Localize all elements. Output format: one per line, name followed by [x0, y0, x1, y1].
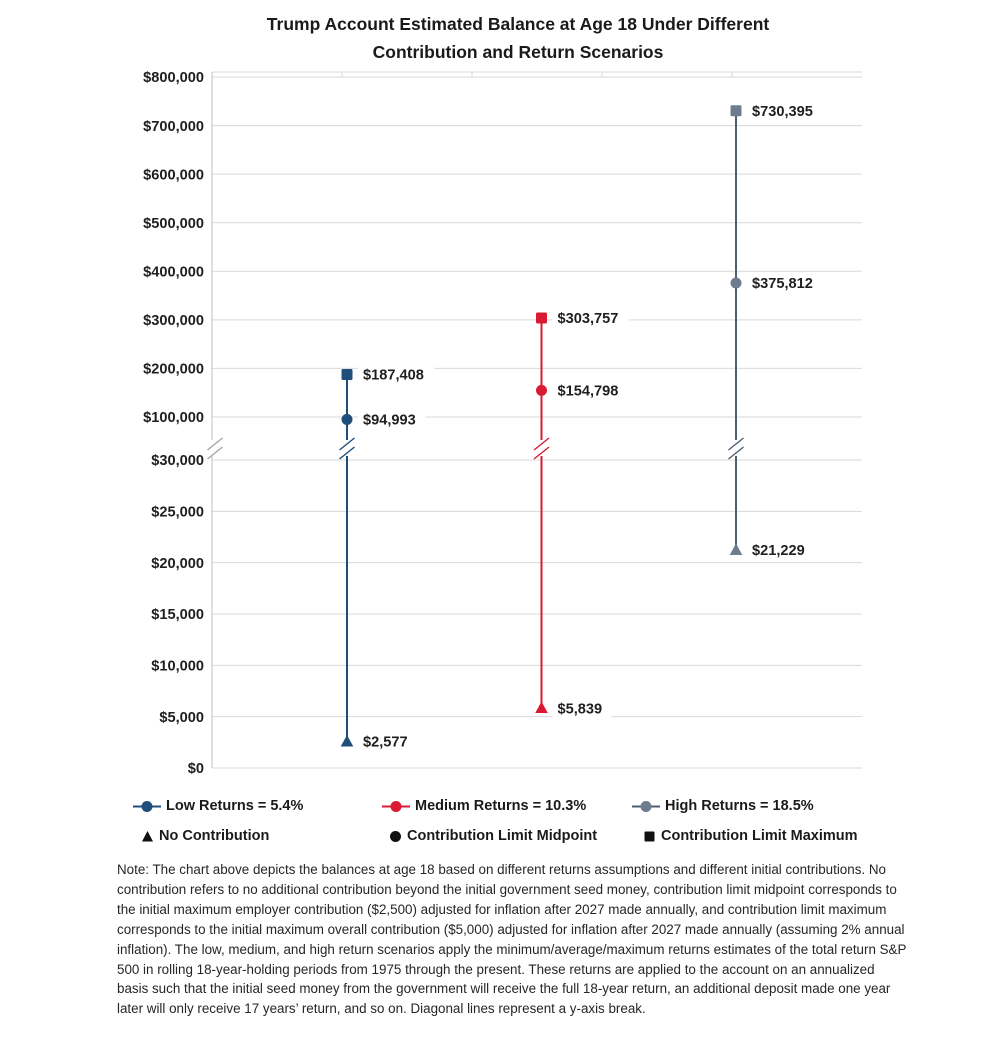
svg-text:$187,408: $187,408 — [363, 368, 424, 384]
legend-label: High Returns = 18.5% — [665, 798, 814, 814]
svg-text:$500,000: $500,000 — [143, 216, 204, 232]
legend-label: Medium Returns = 10.3% — [415, 798, 587, 814]
svg-text:$5,839: $5,839 — [558, 701, 603, 717]
legend-label: No Contribution — [159, 828, 270, 844]
legend-label: Low Returns = 5.4% — [166, 798, 304, 814]
circle-marker-icon — [390, 830, 401, 842]
svg-text:$303,757: $303,757 — [558, 311, 619, 327]
svg-text:$730,395: $730,395 — [752, 104, 813, 120]
line-circle-marker-icon — [133, 800, 161, 812]
legend-item-high-returns: High Returns = 18.5% — [632, 796, 814, 816]
svg-text:$375,812: $375,812 — [752, 276, 813, 292]
svg-text:$0: $0 — [188, 761, 204, 777]
svg-text:$21,229: $21,229 — [752, 543, 805, 559]
square-marker-icon — [644, 831, 655, 841]
svg-text:$800,000: $800,000 — [143, 70, 204, 86]
svg-text:$700,000: $700,000 — [143, 119, 204, 135]
svg-text:$600,000: $600,000 — [143, 167, 204, 183]
legend-item-contribution-limit-midpoint: Contribution Limit Midpoint — [389, 826, 597, 846]
triangle-marker-icon — [142, 830, 153, 841]
legend-label: Contribution Limit Maximum — [661, 828, 858, 844]
svg-text:$15,000: $15,000 — [151, 607, 204, 623]
legend-item-low-returns: Low Returns = 5.4% — [133, 796, 303, 816]
line-circle-marker-icon — [632, 800, 660, 812]
svg-text:$300,000: $300,000 — [143, 313, 204, 329]
svg-text:$10,000: $10,000 — [151, 659, 204, 675]
page-title: Trump Account Estimated Balance at Age 1… — [33, 10, 1003, 66]
svg-text:$20,000: $20,000 — [151, 556, 204, 572]
svg-text:$400,000: $400,000 — [143, 264, 204, 280]
svg-text:$25,000: $25,000 — [151, 505, 204, 521]
svg-text:$2,577: $2,577 — [363, 735, 408, 751]
legend-item-no-contribution: No Contribution — [141, 826, 269, 846]
legend-label: Contribution Limit Midpoint — [407, 828, 598, 844]
note-text: Note: The chart above depicts the balanc… — [117, 862, 907, 1017]
svg-text:$30,000: $30,000 — [151, 453, 204, 469]
svg-text:$94,993: $94,993 — [363, 413, 416, 429]
svg-text:$5,000: $5,000 — [159, 710, 204, 726]
svg-text:$200,000: $200,000 — [143, 362, 204, 378]
line-circle-marker-icon — [382, 800, 410, 812]
svg-text:$100,000: $100,000 — [143, 410, 204, 426]
page-title-line2: Contribution and Return Scenarios — [372, 42, 664, 62]
svg-text:$154,798: $154,798 — [558, 384, 619, 400]
chart-svg: $800,000 $700,000 $600,000 $500,000 $400,000… — [143, 70, 862, 777]
legend-item-medium-returns: Medium Returns = 10.3% — [382, 796, 586, 816]
page-title-line1: Trump Account Estimated Balance at Age 1… — [266, 14, 770, 34]
legend-item-contribution-limit-maximum: Contribution Limit Maximum — [643, 826, 858, 846]
